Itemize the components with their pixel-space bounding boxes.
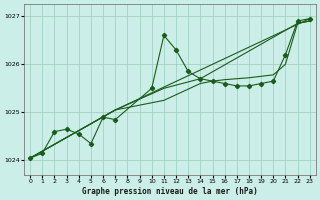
X-axis label: Graphe pression niveau de la mer (hPa): Graphe pression niveau de la mer (hPa) (82, 187, 258, 196)
